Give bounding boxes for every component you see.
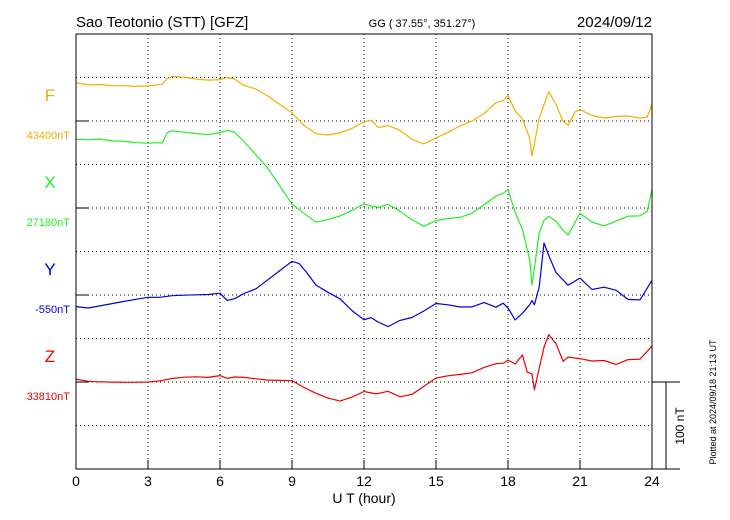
series-baseline-y: -550nT (35, 304, 70, 316)
scale-bar: 100 nT (652, 381, 687, 470)
x-tick-label: 18 (500, 473, 516, 489)
plotted-note: Plotted at 2024/09/18 21:13 UT (708, 339, 718, 465)
x-tick-label: 6 (216, 473, 224, 489)
x-tick-label: 0 (72, 473, 80, 489)
series-name-x: X (44, 173, 55, 192)
date-title: 2024/09/12 (577, 14, 652, 31)
x-tick-label: 21 (572, 473, 588, 489)
station-title: Sao Teotonio (STT) [GFZ] (76, 14, 248, 31)
x-tick-label: 3 (144, 473, 152, 489)
series-layer (75, 75, 653, 402)
series-name-z: Z (45, 347, 55, 366)
series-line-z (75, 334, 653, 402)
series-line-x (75, 129, 653, 286)
x-axis: 0 3 6 9 12 15 18 21 24 (72, 460, 660, 489)
series-labels: F 43400nT X 27180nT Y -550nT Z 33810nT (27, 86, 88, 403)
x-tick-label: 15 (428, 473, 444, 489)
series-line-y (75, 242, 653, 328)
x-tick-label: 12 (356, 473, 372, 489)
scale-bar-label: 100 nT (673, 407, 687, 445)
x-tick-label: 9 (288, 473, 296, 489)
series-baseline-x: 27180nT (27, 217, 71, 229)
series-baseline-f: 43400nT (27, 130, 71, 142)
grid-lines (76, 34, 652, 469)
series-name-f: F (45, 86, 55, 105)
series-baseline-z: 33810nT (27, 391, 71, 403)
series-name-y: Y (44, 260, 55, 279)
x-axis-label: U T (hour) (332, 490, 395, 506)
coordinates-title: GG ( 37.55°, 351.27°) (369, 18, 476, 30)
x-tick-label: 24 (644, 473, 660, 489)
series-line-f (75, 75, 653, 157)
